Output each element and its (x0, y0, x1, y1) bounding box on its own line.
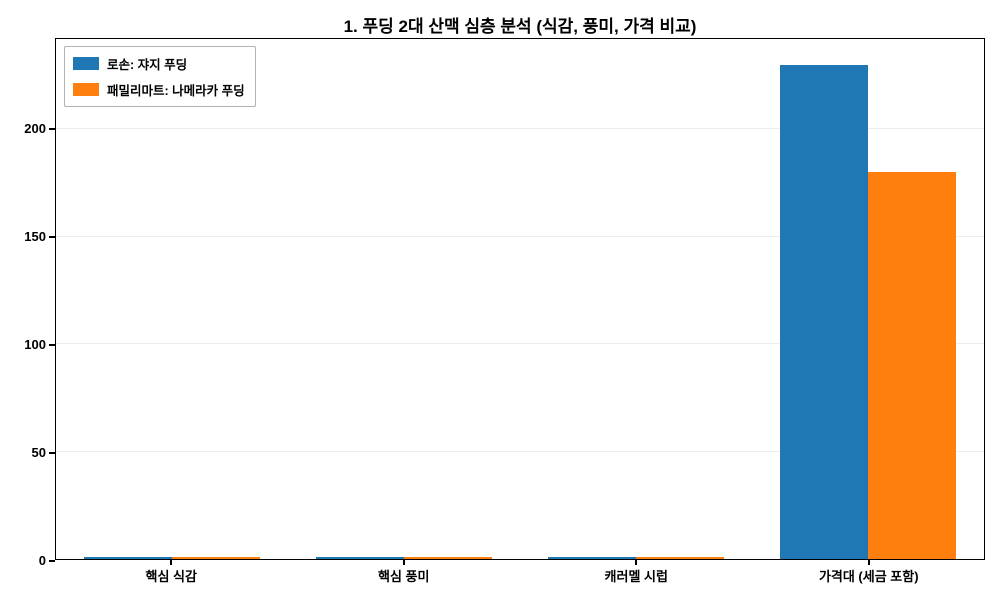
legend-label-series-1: 패밀리마트: 나메라카 푸딩 (107, 84, 245, 98)
legend-swatch-series-1 (73, 83, 99, 96)
bar-series-1 (404, 556, 493, 559)
y-tick-mark (49, 560, 55, 562)
x-axis-tick-marks (55, 560, 985, 565)
bar-series-1 (868, 172, 957, 559)
x-tick-mark (635, 560, 638, 565)
bar-group (752, 39, 984, 559)
y-tick-mark (49, 235, 55, 238)
y-tick-mark (49, 451, 55, 454)
x-tick-label: 핵심 풍미 (378, 569, 430, 584)
bar-series-0 (547, 556, 636, 559)
legend: 로손: 쟈지 푸딩 패밀리마트: 나메라카 푸딩 (64, 46, 256, 107)
gridline (56, 450, 984, 452)
bar-group (56, 39, 288, 559)
x-tick-mark (402, 560, 405, 565)
x-tick-mark (170, 560, 173, 565)
x-tick-label: 캐러멜 시럽 (604, 569, 668, 584)
y-tick-label: 200 (24, 120, 46, 136)
legend-item-series-0: 로손: 쟈지 푸딩 (73, 54, 245, 73)
y-tick-mark (49, 127, 55, 130)
y-axis-tick-marks (49, 38, 55, 562)
y-tick-label: 0 (38, 553, 46, 568)
gridline (56, 343, 984, 345)
gridline (56, 128, 984, 130)
legend-swatch-series-0 (73, 57, 99, 70)
x-tick-label: 핵심 식감 (145, 569, 197, 584)
legend-item-series-1: 패밀리마트: 나메라카 푸딩 (73, 80, 245, 99)
y-tick-mark (49, 343, 55, 346)
chart-title: 1. 푸딩 2대 산맥 심층 분석 (식감, 풍미, 가격 비교) (343, 17, 697, 36)
x-tick-mark (867, 560, 870, 565)
bar-group (520, 39, 752, 559)
legend-label-series-0: 로손: 쟈지 푸딩 (107, 58, 188, 72)
y-tick-label: 150 (24, 228, 46, 244)
y-axis: 0 50 100 150 200 (0, 38, 46, 568)
y-tick-label: 50 (31, 444, 46, 460)
plot-area: 로손: 쟈지 푸딩 패밀리마트: 나메라카 푸딩 (55, 38, 985, 560)
bar-series-1 (172, 556, 261, 559)
y-tick-label: 100 (24, 336, 46, 352)
bar-group (288, 39, 520, 559)
gridline (56, 235, 984, 237)
bar-series-0 (83, 556, 172, 559)
x-axis: 핵심 식감 핵심 풍미 캐러멜 시럽 가격대 (세금 포함) (55, 566, 985, 585)
bar-series-0 (779, 64, 868, 559)
bar-series-0 (315, 556, 404, 559)
bar-series-1 (636, 556, 725, 559)
x-tick-label: 가격대 (세금 포함) (818, 569, 919, 584)
